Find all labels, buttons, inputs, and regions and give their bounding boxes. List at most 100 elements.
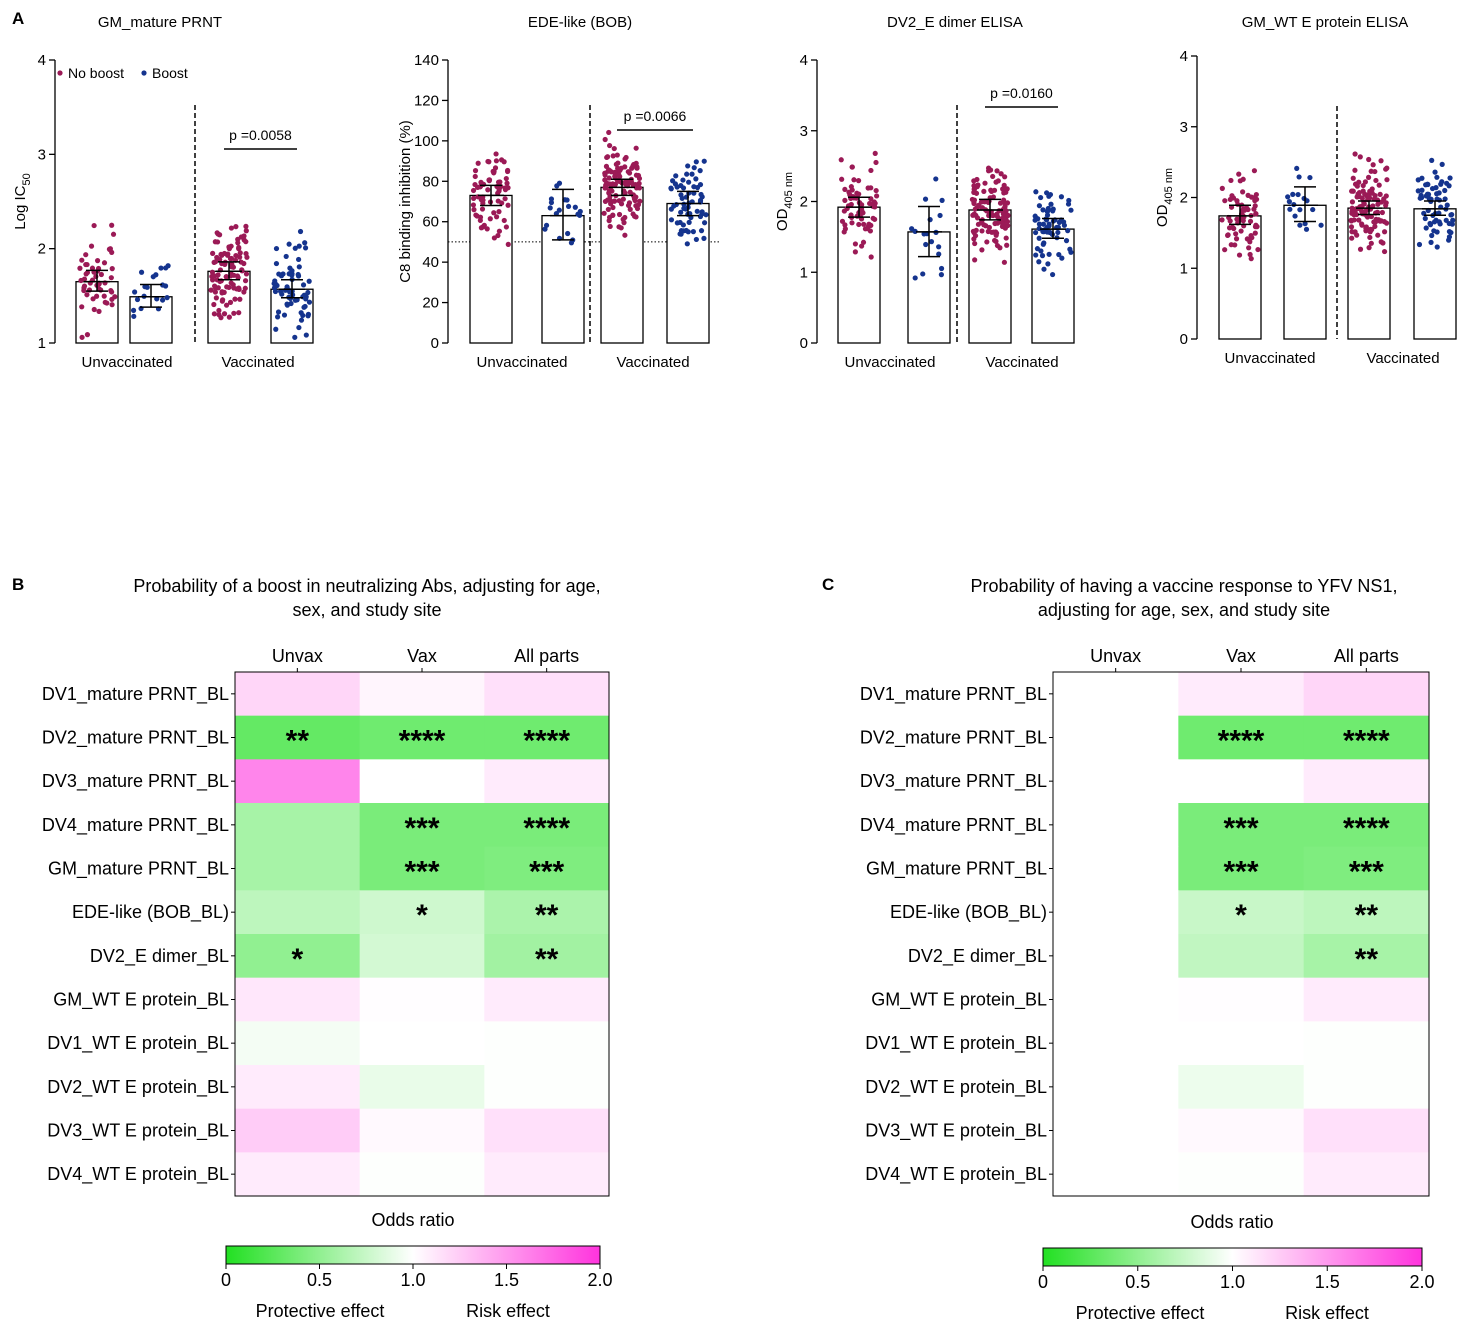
data-point	[91, 222, 97, 229]
data-point	[575, 211, 581, 217]
data-point	[273, 245, 280, 252]
data-point	[1286, 199, 1292, 205]
data-point	[988, 188, 995, 195]
data-point	[480, 200, 486, 206]
data-point	[1425, 181, 1431, 188]
y-axis-label-sub: 405 nm	[783, 172, 795, 209]
y-tick-label: 60	[422, 214, 439, 231]
data-point	[1287, 206, 1293, 212]
data-point	[295, 273, 302, 279]
data-point	[1434, 174, 1440, 180]
data-point	[1056, 251, 1062, 258]
data-point	[607, 181, 613, 187]
row-label: EDE-like (BOB_BL)	[890, 902, 1047, 923]
y-axis-label-text: OD	[774, 208, 791, 231]
data-point	[101, 293, 107, 299]
heatmap-cell	[1053, 977, 1179, 1022]
heatmap-cell	[1303, 846, 1430, 891]
data-point	[1297, 207, 1303, 213]
row-label: GM_WT E protein_BL	[871, 990, 1047, 1011]
data-point	[605, 206, 611, 213]
data-point	[1447, 175, 1453, 181]
data-point	[1222, 247, 1228, 253]
data-point	[678, 209, 684, 215]
data-point	[96, 308, 102, 314]
data-point	[620, 196, 626, 202]
chart-title: DV2_E dimer ELISA	[887, 14, 1023, 31]
data-point	[606, 175, 612, 181]
heatmap-cell	[1303, 715, 1430, 760]
data-point	[939, 197, 945, 203]
data-point	[681, 205, 687, 212]
data-point	[300, 282, 307, 288]
data-point	[680, 177, 686, 183]
data-point	[109, 302, 115, 308]
data-point	[622, 164, 628, 170]
heatmap-cell	[1303, 803, 1430, 848]
data-point	[241, 237, 247, 243]
data-point	[938, 265, 945, 272]
row-label: GM_mature PRNT_BL	[866, 859, 1047, 880]
data-point	[477, 217, 483, 224]
colorbar-low-label: Protective effect	[1076, 1303, 1205, 1321]
heatmap-cell	[1178, 1108, 1305, 1153]
data-point	[242, 285, 248, 291]
column-label: All parts	[1334, 646, 1399, 666]
data-point	[846, 189, 852, 195]
data-point	[1439, 161, 1445, 167]
data-point	[874, 193, 880, 199]
data-point	[1234, 198, 1240, 204]
data-point	[475, 160, 481, 166]
data-point	[1297, 222, 1303, 228]
data-point	[694, 208, 700, 214]
data-point	[691, 184, 697, 190]
data-point	[242, 278, 249, 284]
data-point	[610, 153, 616, 159]
data-point	[868, 254, 874, 260]
data-point	[630, 163, 636, 169]
y-tick-label: 1	[38, 335, 46, 352]
data-point	[1044, 229, 1050, 235]
data-point	[109, 266, 115, 272]
data-point	[701, 158, 707, 164]
data-point	[865, 185, 871, 191]
data-point	[1233, 231, 1239, 237]
x-group-label: Vaccinated	[221, 354, 294, 371]
data-point	[295, 256, 302, 263]
data-point	[1002, 174, 1008, 180]
y-tick-label: 4	[38, 52, 46, 69]
data-point	[302, 240, 308, 246]
p-value-label: p =0.0160	[990, 85, 1053, 101]
significance-marker: ***	[1223, 812, 1258, 845]
data-point	[1368, 213, 1374, 220]
data-point	[1434, 244, 1440, 250]
data-point	[691, 165, 697, 171]
heatmap-cell	[1178, 1065, 1305, 1110]
bar	[1031, 228, 1075, 344]
data-point	[1036, 259, 1042, 265]
heatmap-cell	[1053, 934, 1179, 979]
data-point	[1356, 193, 1362, 200]
data-point	[547, 205, 553, 211]
bar	[129, 296, 173, 344]
data-point	[1055, 229, 1061, 236]
heatmap-cell	[1178, 890, 1305, 935]
data-point	[81, 276, 88, 282]
significance-marker: **	[535, 943, 559, 976]
data-point	[284, 302, 290, 308]
data-point	[974, 176, 980, 183]
colorbar-tick-label: 1.0	[400, 1270, 425, 1290]
heatmap-cell	[484, 1108, 610, 1153]
data-point	[1040, 221, 1047, 227]
data-point	[233, 252, 239, 259]
data-point	[852, 249, 858, 255]
data-point	[1068, 207, 1074, 213]
heatmap-cell	[359, 1152, 485, 1197]
data-point	[470, 187, 477, 194]
row-label: DV1_mature PRNT_BL	[42, 684, 229, 705]
data-point	[693, 236, 699, 243]
data-point	[1254, 224, 1260, 230]
data-point	[1375, 232, 1381, 238]
chart-2: EDE-like (BOB) 0 20 40 60 80 100 120 140 C8 bindi…	[397, 14, 720, 371]
